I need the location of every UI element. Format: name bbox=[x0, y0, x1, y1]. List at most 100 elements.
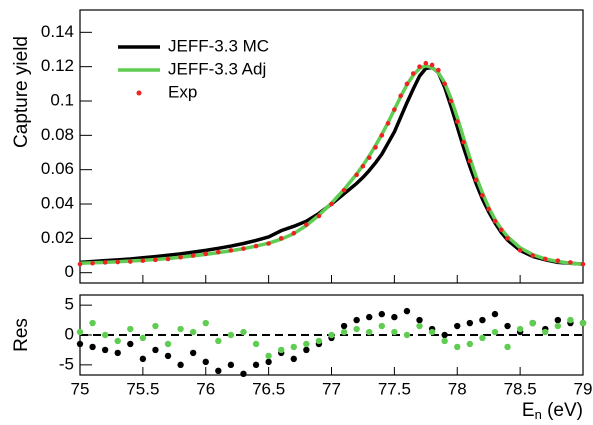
data-point bbox=[203, 251, 209, 257]
data-point bbox=[429, 62, 435, 68]
x-tick-label: 75.5 bbox=[126, 379, 159, 398]
data-point bbox=[241, 246, 246, 251]
x-tick-label: 75 bbox=[71, 379, 90, 398]
data-point bbox=[114, 349, 121, 357]
data-point bbox=[448, 98, 454, 104]
data-point bbox=[378, 310, 385, 318]
data-point bbox=[461, 139, 466, 145]
data-point bbox=[436, 67, 441, 73]
data-point bbox=[316, 213, 322, 219]
data-point bbox=[89, 343, 96, 351]
x-tick-label: 76.5 bbox=[252, 379, 285, 398]
data-point bbox=[153, 257, 158, 263]
data-point bbox=[530, 253, 535, 258]
y-tick-label: 0.04 bbox=[41, 194, 74, 213]
data-point bbox=[127, 325, 134, 333]
data-point bbox=[190, 253, 196, 258]
x-tick-label: 77 bbox=[322, 379, 341, 398]
data-point bbox=[417, 64, 422, 69]
data-point bbox=[89, 319, 96, 327]
data-point bbox=[580, 261, 586, 267]
data-point bbox=[391, 328, 398, 336]
data-point bbox=[76, 340, 84, 348]
data-point bbox=[291, 230, 297, 236]
data-point bbox=[378, 322, 385, 330]
data-point bbox=[329, 201, 334, 207]
data-point bbox=[140, 258, 146, 263]
data-point bbox=[76, 328, 84, 336]
x-label-part: (eV) bbox=[542, 400, 583, 421]
data-point bbox=[567, 316, 574, 324]
y-tick-label: 0.02 bbox=[41, 228, 74, 247]
data-point bbox=[416, 316, 423, 324]
data-point bbox=[467, 158, 473, 164]
data-point bbox=[227, 331, 235, 339]
series-line bbox=[79, 65, 584, 266]
data-point bbox=[379, 133, 385, 138]
data-point bbox=[152, 346, 159, 354]
data-point bbox=[252, 340, 260, 348]
data-point bbox=[177, 361, 184, 369]
y-axis-label: Capture yield bbox=[11, 36, 32, 148]
data-point bbox=[403, 331, 411, 339]
data-point bbox=[441, 331, 448, 339]
y-tick-label: 0 bbox=[65, 262, 74, 281]
data-point bbox=[392, 107, 397, 112]
data-point bbox=[252, 361, 260, 369]
legend-marker bbox=[136, 90, 142, 96]
data-point bbox=[428, 328, 436, 336]
data-point bbox=[398, 93, 403, 99]
data-point bbox=[353, 316, 360, 324]
data-point bbox=[579, 319, 587, 327]
data-point bbox=[391, 313, 398, 321]
y-tick-label: 0.1 bbox=[50, 90, 74, 109]
data-point bbox=[164, 352, 172, 360]
data-point bbox=[177, 325, 184, 333]
y-tick-label: 0.12 bbox=[41, 56, 74, 75]
data-point bbox=[354, 172, 359, 178]
data-point bbox=[228, 248, 234, 253]
x-tick-label: 78.5 bbox=[504, 379, 537, 398]
data-point bbox=[240, 328, 247, 336]
data-point bbox=[404, 81, 410, 87]
data-point bbox=[215, 367, 222, 375]
data-point bbox=[385, 121, 391, 126]
data-point bbox=[492, 218, 498, 224]
data-point bbox=[416, 322, 423, 330]
data-point bbox=[554, 316, 562, 324]
data-point bbox=[454, 322, 461, 330]
data-point bbox=[202, 358, 209, 366]
x-tick-label: 78 bbox=[448, 379, 467, 398]
data-point bbox=[480, 193, 485, 198]
data-point bbox=[328, 331, 335, 339]
data-point bbox=[498, 227, 504, 233]
legend-label: JEFF-3.3 MC bbox=[168, 36, 269, 55]
data-point bbox=[454, 119, 460, 124]
data-point bbox=[266, 241, 271, 246]
data-point bbox=[303, 346, 310, 354]
data-point bbox=[403, 307, 411, 315]
data-point bbox=[353, 325, 360, 333]
data-point bbox=[366, 313, 373, 321]
data-point bbox=[240, 370, 247, 378]
data-point bbox=[479, 334, 486, 342]
data-point bbox=[164, 340, 172, 348]
data-point bbox=[165, 256, 171, 262]
x-label-part: E bbox=[522, 400, 535, 421]
data-point bbox=[341, 187, 347, 193]
data-point bbox=[340, 322, 348, 330]
data-point bbox=[504, 343, 511, 351]
series-line bbox=[79, 64, 584, 266]
data-point bbox=[486, 206, 491, 212]
x-label-sub: n bbox=[535, 407, 542, 422]
data-point bbox=[278, 236, 284, 241]
data-point bbox=[115, 259, 121, 265]
data-point bbox=[77, 261, 83, 267]
data-point bbox=[373, 145, 378, 150]
y-tick-label: 0.14 bbox=[41, 22, 74, 41]
data-point bbox=[101, 346, 109, 354]
data-point bbox=[555, 258, 561, 263]
data-point bbox=[202, 319, 209, 327]
x-tick-label: 79 bbox=[574, 379, 593, 398]
